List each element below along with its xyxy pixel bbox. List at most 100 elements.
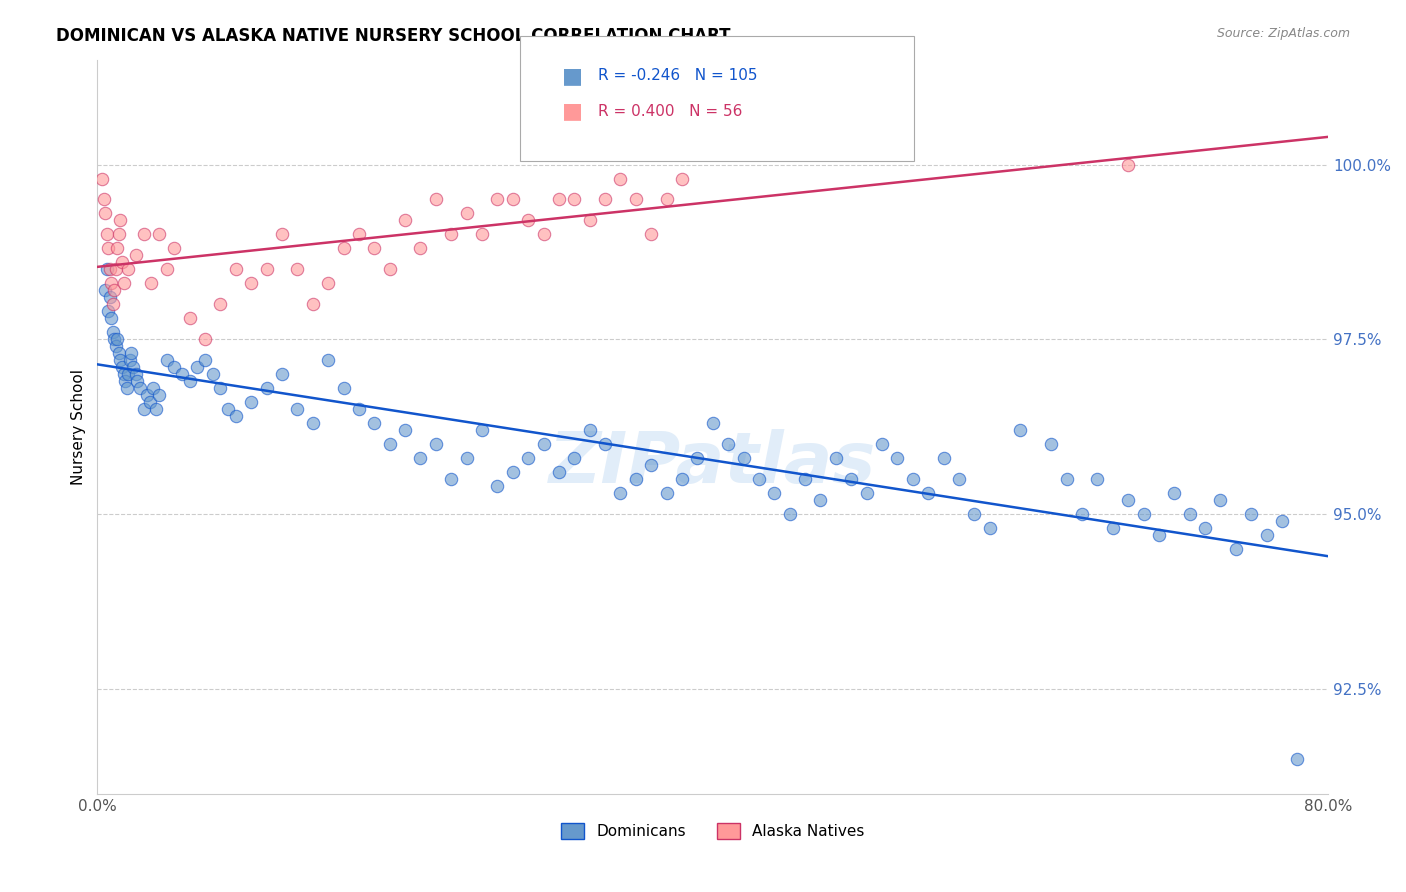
Alaska Natives [332,242,354,256]
Alaska Natives [101,297,124,311]
Alaska Natives [108,227,131,242]
Dominicans [979,521,1001,535]
Dominicans [425,437,447,451]
Alaska Natives [271,227,294,242]
Alaska Natives [117,262,139,277]
Legend: Dominicans, Alaska Natives: Dominicans, Alaska Natives [555,817,870,845]
Dominicans [702,417,724,431]
Alaska Natives [425,193,447,207]
Dominicans [1085,472,1108,486]
Dominicans [763,486,786,500]
Alaska Natives [502,193,524,207]
Dominicans [1071,507,1094,521]
Alaska Natives [163,242,186,256]
Dominicans [1256,528,1278,542]
Alaska Natives [517,213,540,227]
Dominicans [748,472,770,486]
Dominicans [1116,493,1139,508]
Dominicans [671,472,693,486]
Dominicans [98,290,121,304]
Dominicans [593,437,616,451]
Alaska Natives [209,297,232,311]
Dominicans [901,472,924,486]
Text: DOMINICAN VS ALASKA NATIVE NURSERY SCHOOL CORRELATION CHART: DOMINICAN VS ALASKA NATIVE NURSERY SCHOO… [56,27,731,45]
Dominicans [138,395,160,409]
Dominicans [409,451,432,466]
Dominicans [112,368,135,382]
Dominicans [94,284,117,298]
Dominicans [839,472,862,486]
Dominicans [948,472,970,486]
Alaska Natives [471,227,494,242]
Dominicans [135,388,157,402]
Alaska Natives [548,193,571,207]
Dominicans [103,332,125,346]
Alaska Natives [141,277,163,291]
Dominicans [1101,521,1123,535]
Alaska Natives [378,262,401,277]
Dominicans [471,423,494,437]
Dominicans [1147,528,1170,542]
Dominicans [486,479,509,493]
Dominicans [456,451,478,466]
Alaska Natives [112,277,135,291]
Dominicans [127,375,149,389]
Dominicans [155,353,177,368]
Alaska Natives [256,262,278,277]
Alaska Natives [486,193,509,207]
Dominicans [179,375,201,389]
Dominicans [932,451,955,466]
Dominicans [1178,507,1201,521]
Dominicans [104,339,127,353]
Dominicans [145,402,167,417]
Dominicans [917,486,939,500]
Dominicans [1209,493,1232,508]
Dominicans [217,402,239,417]
Dominicans [163,360,186,375]
Dominicans [1286,752,1309,766]
Alaska Natives [1116,157,1139,171]
Dominicans [779,507,801,521]
Dominicans [609,486,631,500]
Dominicans [655,486,678,500]
Dominicans [285,402,308,417]
Dominicans [578,423,600,437]
Dominicans [686,451,709,466]
Dominicans [517,451,540,466]
Dominicans [810,493,832,508]
Dominicans [1240,507,1263,521]
Alaska Natives [105,242,128,256]
Alaska Natives [94,206,117,220]
Text: ZIPatlas: ZIPatlas [550,429,876,498]
Alaska Natives [394,213,416,227]
Alaska Natives [409,242,432,256]
Dominicans [794,472,817,486]
Alaska Natives [671,171,693,186]
Text: ■: ■ [562,102,583,121]
Dominicans [209,381,232,395]
Alaska Natives [456,206,478,220]
Dominicans [624,472,647,486]
Alaska Natives [440,227,463,242]
Alaska Natives [110,213,132,227]
Dominicans [717,437,740,451]
Alaska Natives [98,262,121,277]
Text: Source: ZipAtlas.com: Source: ZipAtlas.com [1216,27,1350,40]
Dominicans [502,465,524,479]
Alaska Natives [132,227,155,242]
Dominicans [105,332,128,346]
Dominicans [733,451,755,466]
Dominicans [1132,507,1154,521]
Dominicans [120,346,142,360]
Dominicans [1040,437,1063,451]
Alaska Natives [179,311,201,326]
Alaska Natives [533,227,555,242]
Alaska Natives [363,242,385,256]
Alaska Natives [640,227,662,242]
Y-axis label: Nursery School: Nursery School [72,368,86,485]
Alaska Natives [655,193,678,207]
Alaska Natives [96,227,118,242]
Dominicans [363,417,385,431]
Dominicans [117,368,139,382]
Alaska Natives [100,277,122,291]
